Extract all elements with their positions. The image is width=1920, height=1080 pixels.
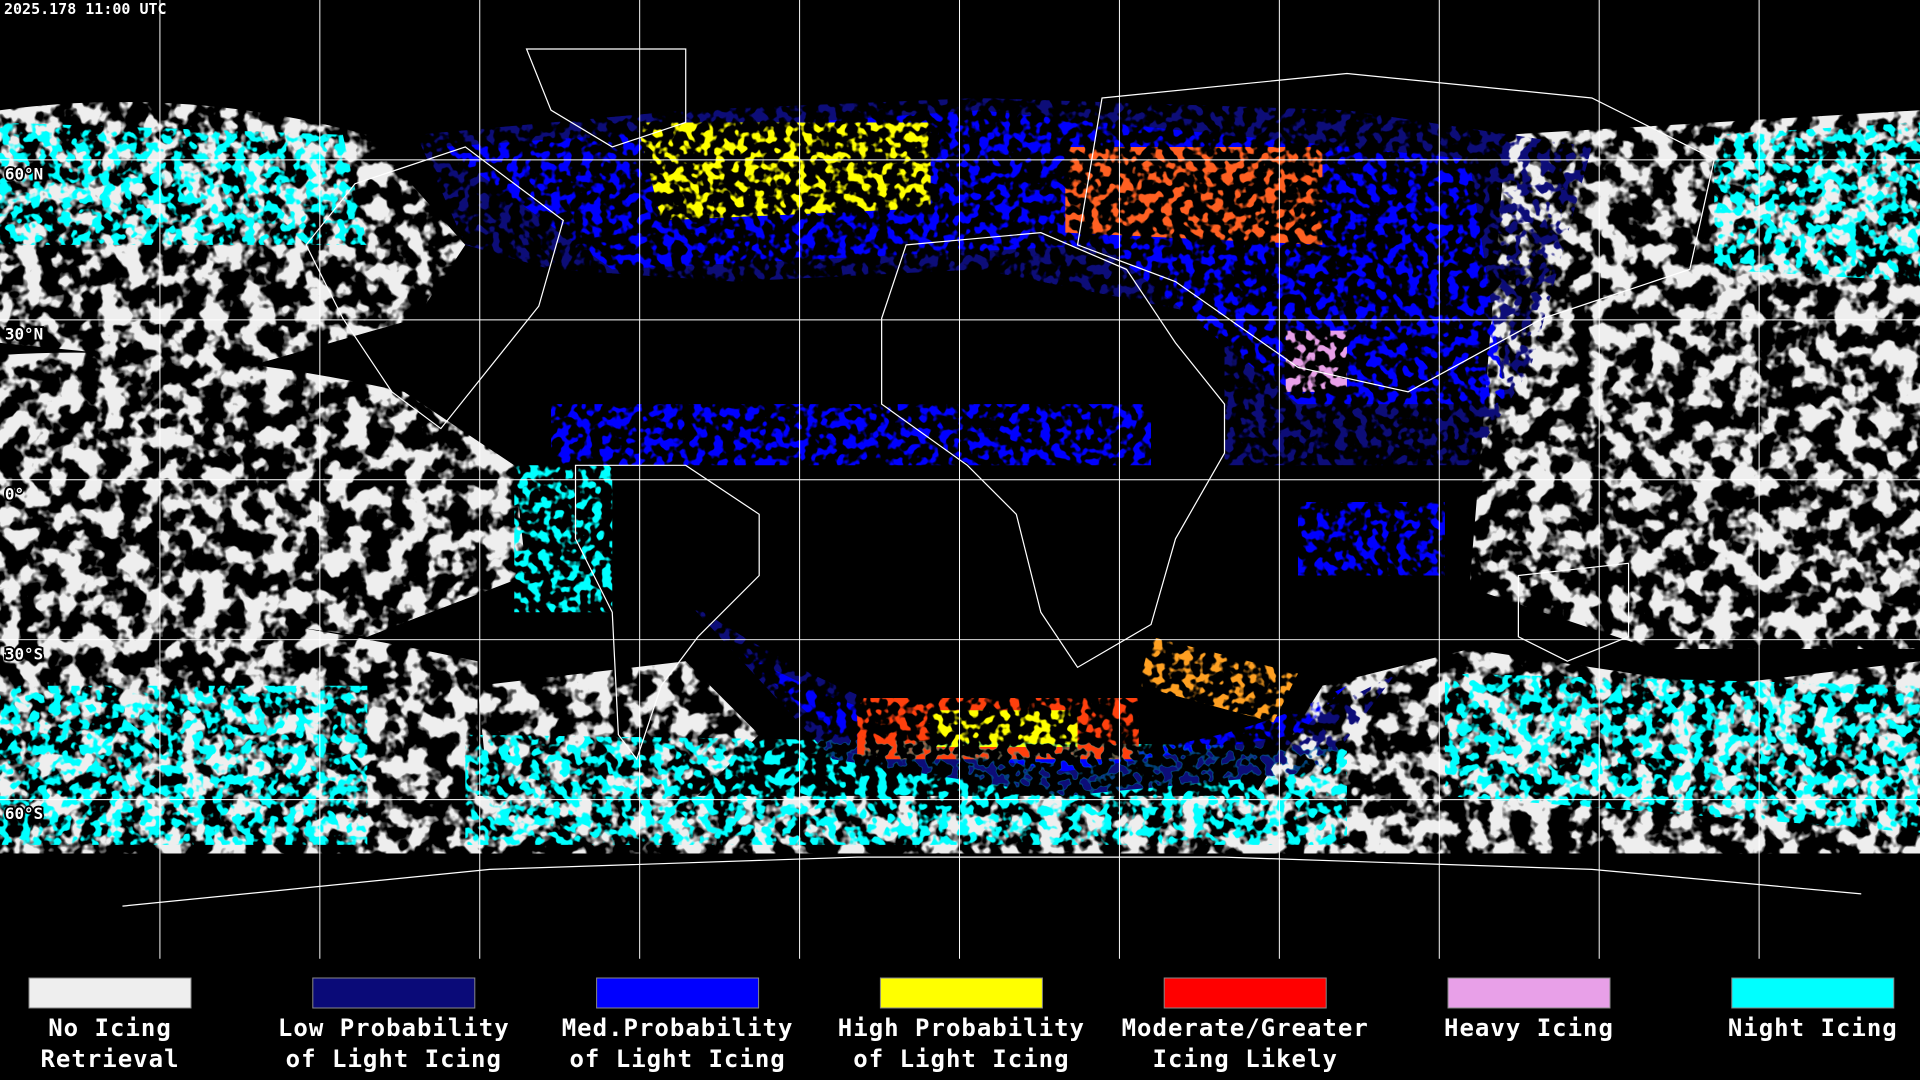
- latitude-label: 60°N: [5, 165, 43, 184]
- legend-swatch: [1163, 977, 1327, 1009]
- legend-label: Heavy Icing: [1444, 1014, 1614, 1042]
- legend-swatch: [596, 977, 760, 1009]
- legend-label: Med.Probability: [562, 1014, 794, 1042]
- legend-swatch: [312, 977, 476, 1009]
- legend-swatch: [1447, 977, 1611, 1009]
- graticule: 60°N 30°N 0° 30°S 60°S: [0, 0, 1920, 959]
- legend-label: Low Probability: [278, 1014, 510, 1042]
- legend-swatch: [28, 977, 192, 1009]
- legend-label: Retrieval: [40, 1045, 179, 1073]
- map: 60°N 30°N 0° 30°S 60°S: [0, 0, 1920, 959]
- legend-label: Night Icing: [1728, 1014, 1898, 1042]
- legend-label: of Light Icing: [853, 1045, 1069, 1073]
- legend-label: No Icing: [48, 1014, 172, 1042]
- legend-label: of Light Icing: [569, 1045, 785, 1073]
- legend-swatch: [879, 977, 1043, 1009]
- night-icing: [0, 122, 1920, 845]
- latitude-label: 30°S: [5, 644, 43, 663]
- coastlines: [122, 48, 1862, 907]
- icing-regions: [416, 97, 1592, 796]
- legend-label: High Probability: [838, 1014, 1085, 1042]
- legend-swatch: [1731, 977, 1895, 1009]
- latitude-label: 60°S: [5, 804, 43, 823]
- legend-label: Moderate/Greater: [1122, 1014, 1369, 1042]
- legend-label: of Light Icing: [286, 1045, 502, 1073]
- latitude-label: 30°N: [5, 324, 43, 343]
- latitude-label: 0°: [5, 484, 24, 503]
- timestamp: 2025.178 11:00 UTC: [4, 0, 167, 18]
- legend-label: Icing Likely: [1153, 1045, 1338, 1073]
